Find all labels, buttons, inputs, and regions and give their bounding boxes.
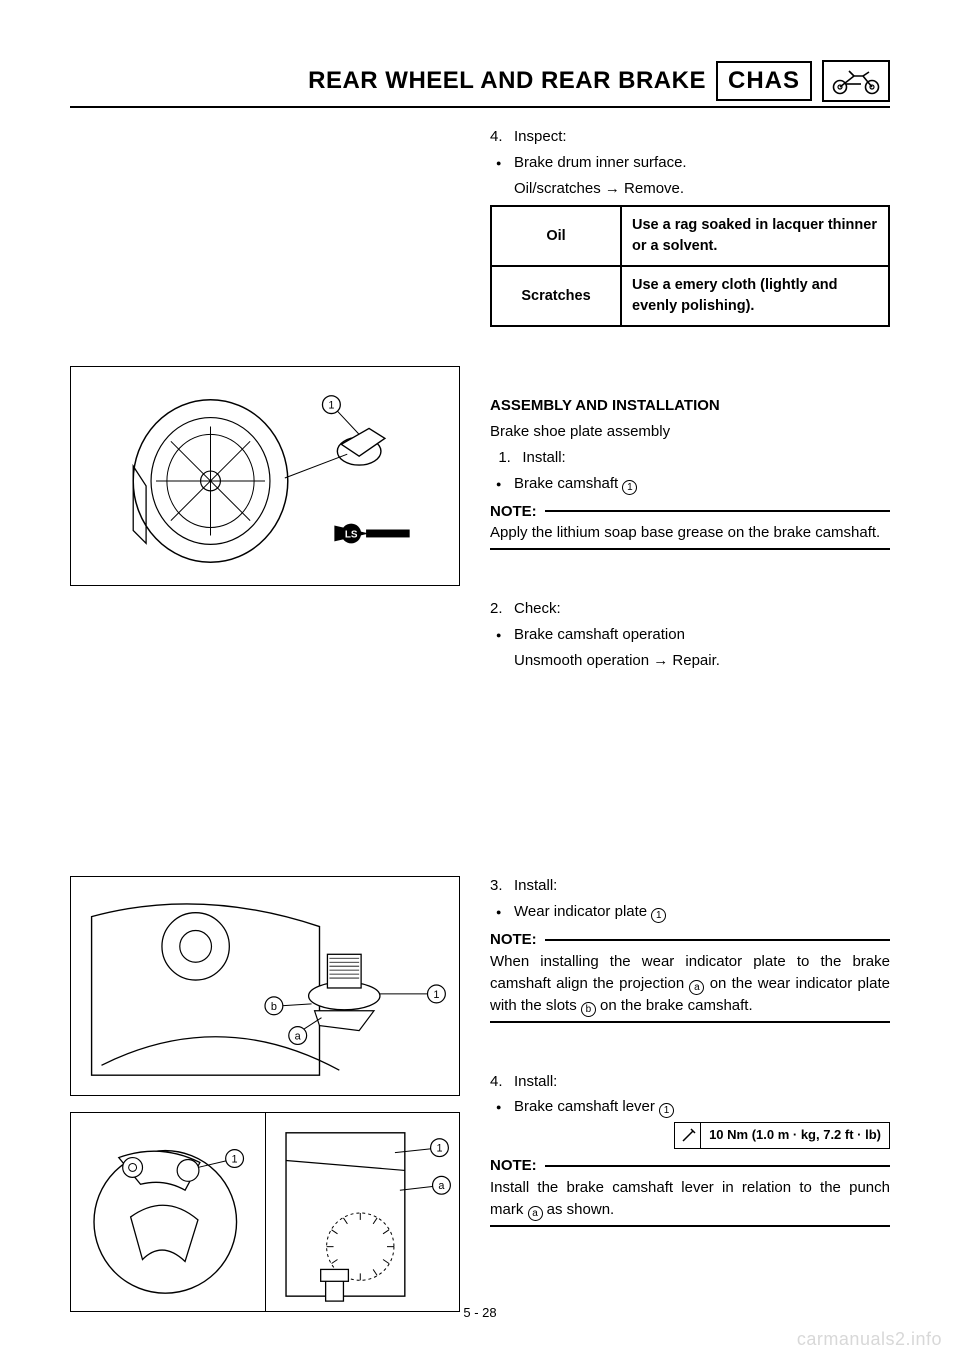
- install1-bullet: Brake camshaft 1: [490, 473, 890, 495]
- page-number: 5 - 28: [0, 1305, 960, 1320]
- note1-end-rule: [490, 548, 890, 550]
- ref-1-icon: 1: [659, 1103, 674, 1118]
- chas-badge: CHAS: [716, 61, 812, 101]
- check-sub: Unsmooth operation → Repair.: [490, 650, 890, 672]
- step-num: 4.: [490, 1071, 514, 1093]
- ref-1-icon: 1: [622, 480, 637, 495]
- remedy-table: Oil Use a rag soaked in lacquer thinner …: [490, 205, 890, 327]
- ref-a-icon: a: [689, 980, 704, 995]
- figure-brake-shoe-plate: 1 LS: [70, 366, 460, 586]
- note3-body: Install the brake camshaft lever in rela…: [490, 1177, 890, 1221]
- motorcycle-icon: [822, 60, 890, 102]
- step-num: 4.: [490, 126, 514, 148]
- step-install1: 1.Install:: [490, 447, 890, 469]
- note3-head-row: NOTE:: [490, 1155, 890, 1177]
- inspect-sub: Oil/scratches → Remove.: [490, 178, 890, 200]
- step-label: Install:: [522, 449, 565, 466]
- ref-b-icon: b: [581, 1002, 596, 1017]
- install3-bullet: Wear indicator plate 1: [490, 901, 890, 923]
- header-rule: [70, 106, 890, 108]
- install4-bullet: Brake camshaft lever 1: [490, 1096, 890, 1118]
- figure-wear-indicator: 1 a b: [70, 876, 460, 1096]
- step-num: 1.: [498, 447, 522, 469]
- inspect-bullet: Brake drum inner surface.: [490, 152, 890, 174]
- svg-text:a: a: [295, 1031, 302, 1043]
- svg-text:1: 1: [328, 400, 334, 412]
- step-num: 3.: [490, 875, 514, 897]
- step-label: Check:: [514, 600, 561, 617]
- step-label: Install:: [514, 1073, 557, 1090]
- note3-end-rule: [490, 1225, 890, 1227]
- page-title: REAR WHEEL AND REAR BRAKE: [308, 67, 706, 95]
- svg-text:1: 1: [232, 1154, 238, 1166]
- spec-oil-text: Use a rag soaked in lacquer thinner or a…: [621, 206, 889, 266]
- step-label: Inspect:: [514, 128, 567, 145]
- check-bullet: Brake camshaft operation: [490, 624, 890, 646]
- svg-text:1: 1: [433, 989, 439, 1001]
- svg-text:a: a: [438, 1180, 445, 1192]
- note-label: NOTE:: [490, 1155, 541, 1177]
- assembly-head: ASSEMBLY AND INSTALLATION: [490, 395, 890, 417]
- step-label: Install:: [514, 877, 557, 894]
- spec-scratches-text: Use a emery cloth (lightly and evenly po…: [621, 266, 889, 326]
- note2-body: When installing the wear indicator plate…: [490, 951, 890, 1017]
- ref-1-icon: 1: [651, 908, 666, 923]
- ref-a-icon: a: [528, 1206, 543, 1221]
- step-install4: 4.Install:: [490, 1071, 890, 1093]
- step-num: 2.: [490, 598, 514, 620]
- spec-oil-label: Oil: [491, 206, 621, 266]
- svg-text:b: b: [271, 1001, 277, 1013]
- figures-column: 1 LS: [70, 126, 460, 1328]
- note2-end-rule: [490, 1021, 890, 1023]
- assembly-sub: Brake shoe plate assembly: [490, 421, 890, 443]
- spec-scratches-label: Scratches: [491, 266, 621, 326]
- step-inspect: 4.Inspect:: [490, 126, 890, 148]
- figure-camshaft-lever: 1: [70, 1112, 460, 1312]
- torque-spec: 10 Nm (1.0 m · kg, 7.2 ft · lb): [490, 1122, 890, 1149]
- svg-text:1: 1: [436, 1143, 442, 1155]
- note2-head-row: NOTE:: [490, 929, 890, 951]
- torque-icon: [675, 1123, 701, 1148]
- step-check: 2.Check:: [490, 598, 890, 620]
- page-header: REAR WHEEL AND REAR BRAKE CHAS: [70, 60, 890, 102]
- text-column: 4.Inspect: Brake drum inner surface. Oil…: [490, 126, 890, 1328]
- note-label: NOTE:: [490, 929, 541, 951]
- step-install3: 3.Install:: [490, 875, 890, 897]
- torque-value: 10 Nm (1.0 m · kg, 7.2 ft · lb): [701, 1123, 889, 1148]
- svg-text:LS: LS: [345, 529, 358, 540]
- watermark-text: carmanuals2.info: [797, 1329, 942, 1350]
- note1-body: Apply the lithium soap base grease on th…: [490, 522, 890, 544]
- note1-head-row: NOTE:: [490, 501, 890, 523]
- note-label: NOTE:: [490, 501, 541, 523]
